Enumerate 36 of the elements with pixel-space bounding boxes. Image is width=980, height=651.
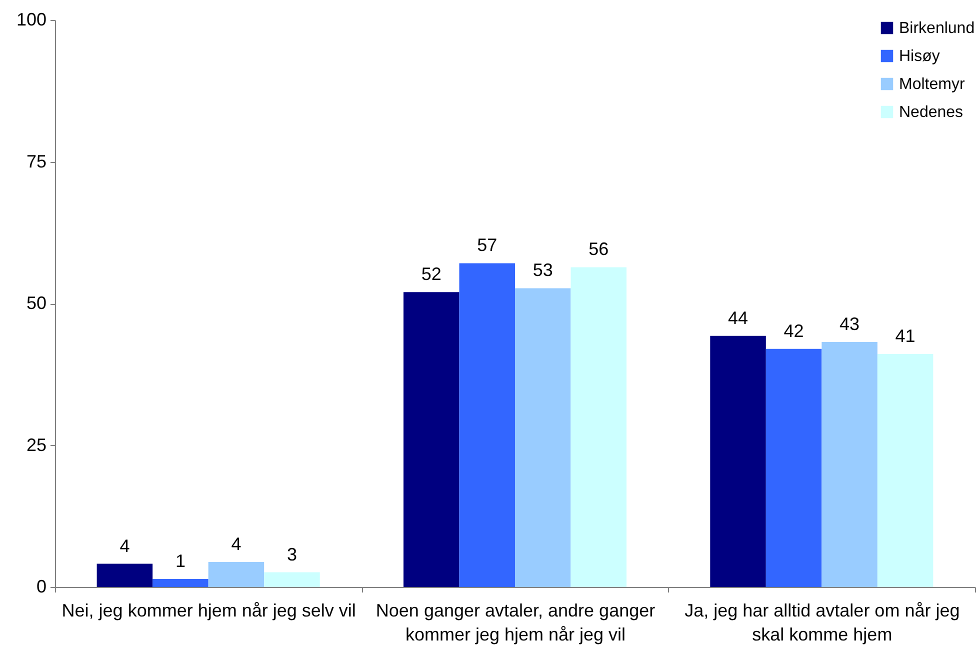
legend-label: Nedenes <box>899 104 964 121</box>
bar <box>515 288 571 587</box>
data-label: 53 <box>532 260 553 280</box>
bar <box>877 354 934 587</box>
y-tick-label: 25 <box>26 434 46 455</box>
bar <box>459 263 515 587</box>
y-tick-label: 100 <box>16 10 46 30</box>
bar <box>403 292 460 587</box>
y-tick-label: 50 <box>26 293 46 313</box>
data-label: 41 <box>895 326 916 346</box>
bar <box>208 562 264 587</box>
bar <box>570 267 627 587</box>
x-tick-label: Noen ganger avtaler, andre ganger kommer jeg hjem når jeg vil <box>376 600 656 644</box>
x-tick-label: Nei, jeg kommer hjem når jeg selv vil <box>62 600 356 620</box>
data-label: 1 <box>175 551 186 572</box>
bar <box>710 336 766 587</box>
legend-label: Hisøy <box>899 48 940 65</box>
data-label: 43 <box>840 314 860 334</box>
data-label: 52 <box>421 264 442 284</box>
legend-label: Birkenlund <box>899 20 975 37</box>
x-tick-label: Ja, jeg har alltid avtaler om når jeg skal komme hjem <box>684 600 960 644</box>
bar <box>822 342 878 587</box>
data-label: 42 <box>784 320 804 341</box>
legend-label: Moltemyr <box>899 76 966 93</box>
data-label: 56 <box>588 239 609 260</box>
y-tick-label: 75 <box>26 151 46 172</box>
bar <box>96 564 153 587</box>
data-label: 3 <box>286 544 297 564</box>
data-label: 44 <box>728 308 748 328</box>
data-label: 57 <box>477 235 498 256</box>
y-tick-label: 0 <box>36 576 46 596</box>
data-label: 4 <box>120 536 130 556</box>
bar <box>152 579 208 587</box>
data-label: 4 <box>231 534 242 554</box>
bar <box>766 348 822 587</box>
bar <box>264 572 320 587</box>
